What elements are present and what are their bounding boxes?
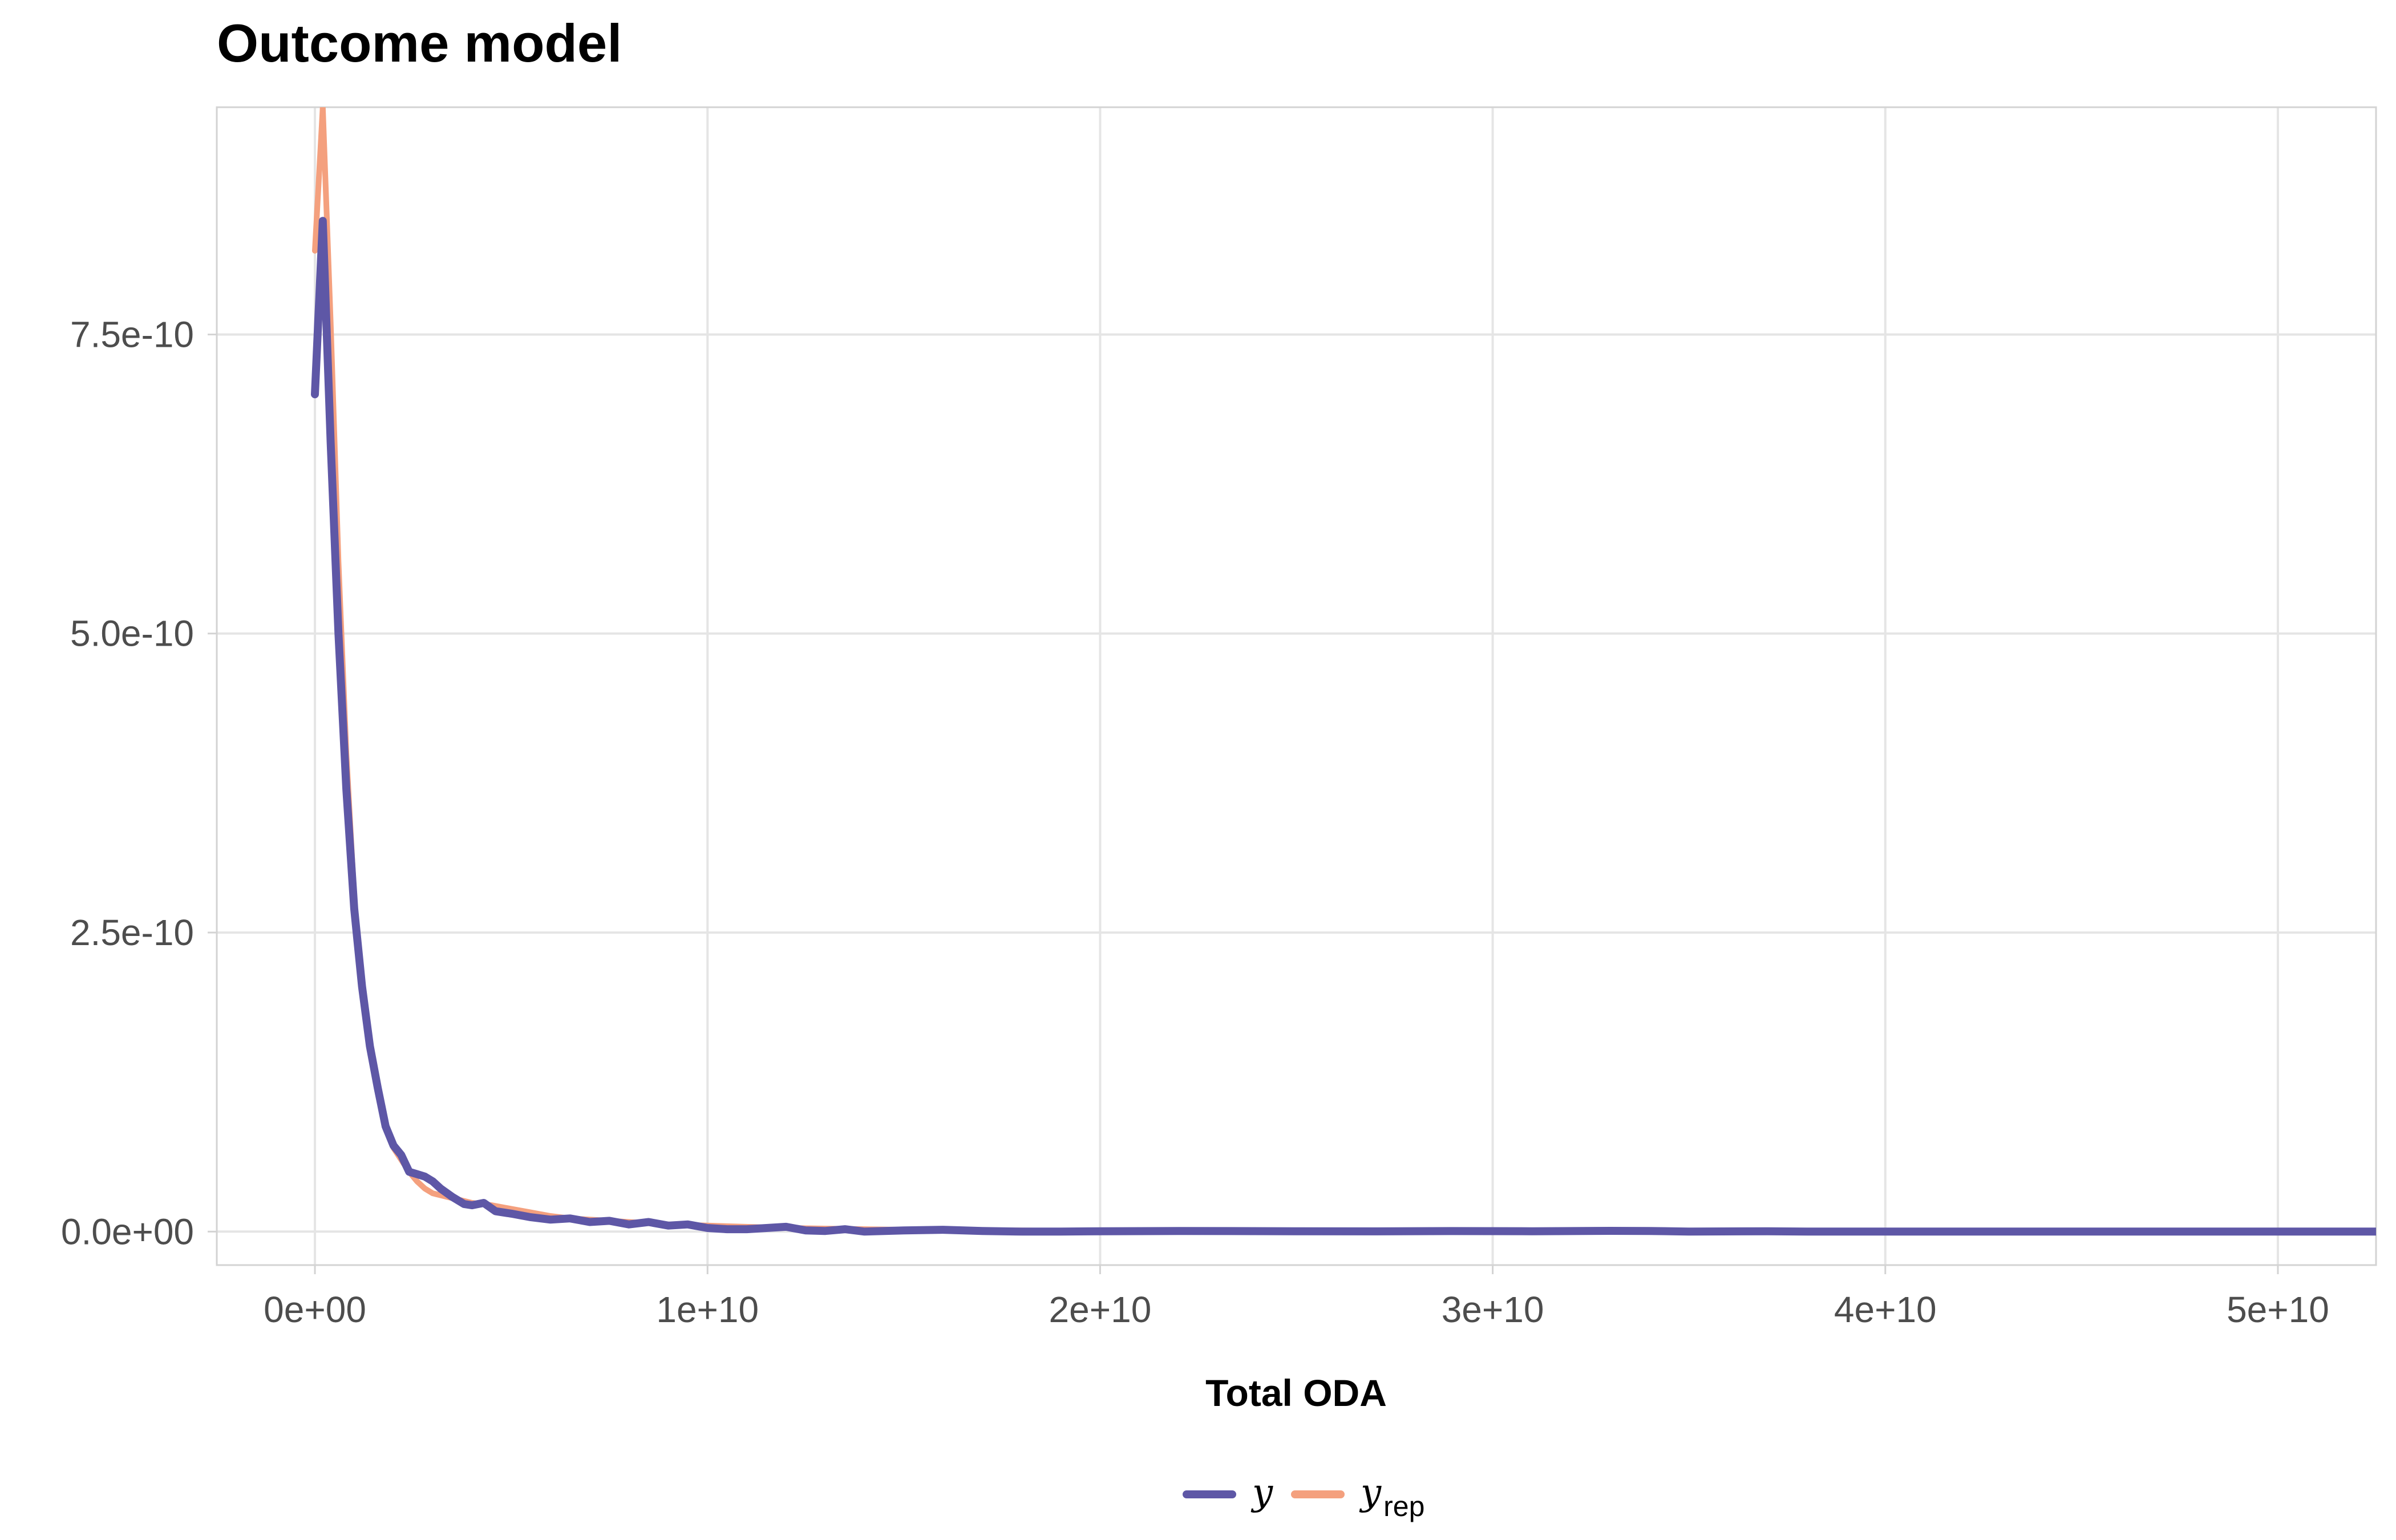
y-tick-label: 5.0e-10: [70, 613, 194, 654]
x-tick-label: 5e+10: [2227, 1289, 2329, 1330]
legend-label: yrep: [1359, 1472, 1424, 1522]
plot-panel-border: [216, 106, 2377, 1266]
x-axis-title: Total ODA: [1205, 1372, 1387, 1414]
series-line-y: [311, 217, 2376, 1236]
series-layer: [311, 107, 2376, 1236]
x-tick-label: 0e+00: [264, 1289, 366, 1330]
x-tick-label: 4e+10: [1834, 1289, 1937, 1330]
chart-title: Outcome model: [217, 13, 622, 73]
x-axis-ticks: 0e+00 1e+10 2e+10 3e+10 4e+10 5e+10: [264, 1265, 2329, 1330]
y-tick-label: 2.5e-10: [70, 912, 194, 953]
grid: [217, 107, 2376, 1265]
legend: y yrep: [1183, 1472, 1424, 1522]
y-axis-ticks: 0.0e+00 2.5e-10 5.0e-10 7.5e-10: [61, 314, 217, 1252]
x-tick-label: 3e+10: [1442, 1289, 1544, 1330]
y-tick-label: 0.0e+00: [61, 1211, 194, 1252]
y-tick-label: 7.5e-10: [70, 314, 194, 355]
legend-label: y: [1250, 1472, 1273, 1514]
x-tick-label: 2e+10: [1049, 1289, 1152, 1330]
x-tick-label: 1e+10: [656, 1289, 759, 1330]
series-line-yrep: [312, 107, 2376, 1235]
